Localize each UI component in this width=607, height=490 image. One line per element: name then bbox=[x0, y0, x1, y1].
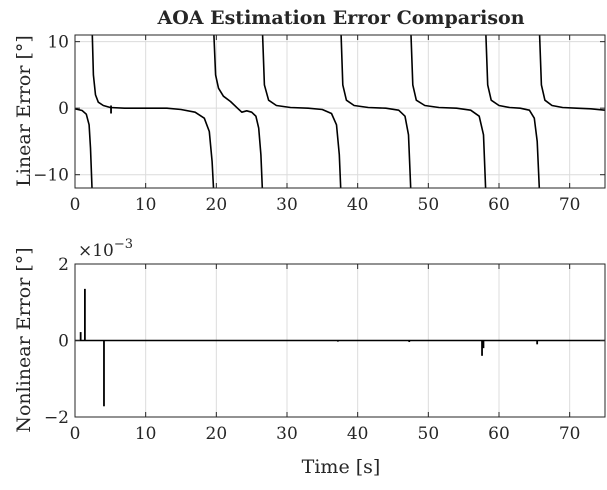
time-xlabel: Time [s] bbox=[302, 456, 381, 478]
linear-error-ytick-label: 10 bbox=[47, 33, 69, 53]
nonlinear-error-xtick-label: 50 bbox=[418, 424, 440, 444]
linear-error-xtick-label: 40 bbox=[347, 195, 369, 215]
linear-error-ytick-label: −10 bbox=[33, 166, 69, 186]
nonlinear-error-axes: 0 10 20 30 40 50 60 70−202 ×10−3 Nonlinear Erro… bbox=[13, 237, 606, 478]
exponent-power: −3 bbox=[114, 237, 133, 252]
linear-error-axes: AOA Estimation Error Comparison 0 10 20 30 4… bbox=[13, 7, 606, 215]
nonlinear-error-exponent: ×10−3 bbox=[78, 237, 133, 261]
linear-error-xtick-label: 50 bbox=[418, 195, 440, 215]
nonlinear-error-ytick-label: 2 bbox=[58, 255, 69, 275]
nonlinear-error-xtick-label: 10 bbox=[135, 424, 157, 444]
linear-error-plot-area bbox=[75, 35, 605, 188]
linear-error-ylabel: Linear Error [°] bbox=[13, 35, 35, 187]
linear-error-frame bbox=[74, 34, 606, 189]
linear-error-xtick-label: 60 bbox=[488, 195, 510, 215]
nonlinear-error-xtick-label: 70 bbox=[559, 424, 581, 444]
exponent-base: ×10 bbox=[78, 241, 114, 261]
nonlinear-error-ytick-label: 0 bbox=[58, 332, 69, 352]
linear-error-branch-0 bbox=[75, 108, 93, 188]
nonlinear-error-xtick-label: 40 bbox=[347, 424, 369, 444]
nonlinear-error-series bbox=[75, 288, 605, 407]
linear-error-xtick-label: 10 bbox=[135, 195, 157, 215]
nonlinear-error-xtick-label: 0 bbox=[70, 424, 81, 444]
linear-error-xtick-label: 0 bbox=[70, 195, 81, 215]
linear-error-xtick-label: 30 bbox=[276, 195, 298, 215]
linear-error-branch-6 bbox=[485, 35, 541, 188]
nonlinear-error-ylabel: Nonlinear Error [°] bbox=[13, 247, 35, 432]
nonlinear-error-xtick-label: 30 bbox=[276, 424, 298, 444]
linear-error-branch-3 bbox=[261, 35, 342, 188]
linear-error-branch-7 bbox=[538, 35, 605, 111]
linear-error-branch-4 bbox=[340, 35, 412, 188]
linear-error-ytick-label: 0 bbox=[58, 99, 69, 119]
nonlinear-error-plot-area bbox=[75, 288, 605, 407]
linear-error-branch-2 bbox=[213, 35, 264, 188]
linear-error-branch-1 bbox=[91, 35, 215, 188]
linear-error-series bbox=[75, 35, 605, 188]
chart-title: AOA Estimation Error Comparison bbox=[156, 7, 524, 29]
linear-error-xtick-label: 20 bbox=[206, 195, 228, 215]
nonlinear-error-xtick-label: 20 bbox=[206, 424, 228, 444]
nonlinear-error-ytick-label: −2 bbox=[44, 408, 69, 428]
linear-error-branch-5 bbox=[410, 35, 487, 188]
linear-error-xtick-label: 70 bbox=[559, 195, 581, 215]
nonlinear-error-xtick-label: 60 bbox=[488, 424, 510, 444]
nonlinear-error-ticks: 0 10 20 30 40 50 60 70−202 bbox=[44, 255, 605, 444]
